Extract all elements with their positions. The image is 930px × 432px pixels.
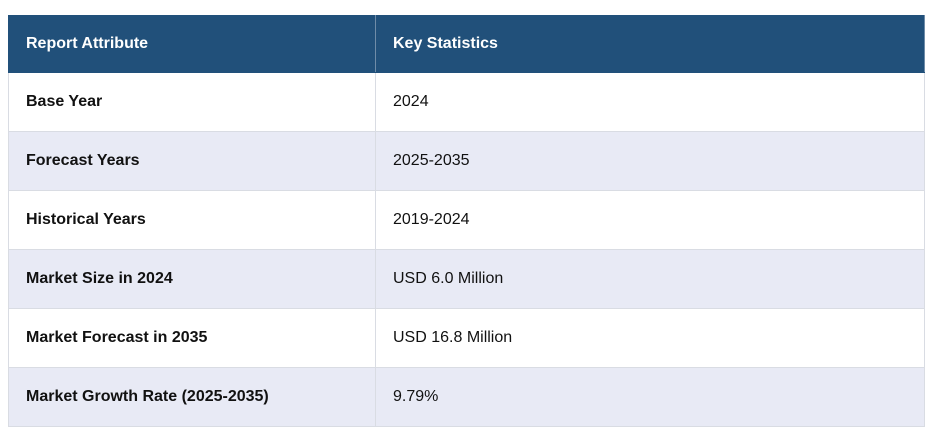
table-row: Market Forecast in 2035 USD 16.8 Million xyxy=(8,308,925,368)
table-row: Forecast Years 2025-2035 xyxy=(8,131,925,191)
value-cell: USD 6.0 Million xyxy=(375,249,925,309)
report-table: Report Attribute Key Statistics Base Year… xyxy=(8,15,925,427)
value-cell: 2019-2024 xyxy=(375,190,925,250)
table-row: Market Growth Rate (2025-2035) 9.79% xyxy=(8,367,925,427)
attribute-cell: Base Year xyxy=(8,72,376,132)
header-cell: Report Attribute xyxy=(8,15,376,73)
value-cell: 2024 xyxy=(375,72,925,132)
value-cell: USD 16.8 Million xyxy=(375,308,925,368)
table-row: Historical Years 2019-2024 xyxy=(8,190,925,250)
attribute-cell: Market Forecast in 2035 xyxy=(8,308,376,368)
header-cell: Key Statistics xyxy=(375,15,925,73)
header-row: Report Attribute Key Statistics xyxy=(8,15,925,73)
table-body: Base Year 2024 Forecast Years 2025-2035 Hist… xyxy=(8,72,925,427)
attribute-cell: Forecast Years xyxy=(8,131,376,191)
value-cell: 9.79% xyxy=(375,367,925,427)
table-container: Report Attribute Key Statistics Base Year… xyxy=(8,15,925,427)
attribute-cell: Historical Years xyxy=(8,190,376,250)
table-header: Report Attribute Key Statistics xyxy=(8,15,925,73)
table-row: Base Year 2024 xyxy=(8,72,925,132)
attribute-cell: Market Growth Rate (2025-2035) xyxy=(8,367,376,427)
attribute-cell: Market Size in 2024 xyxy=(8,249,376,309)
table-row: Market Size in 2024 USD 6.0 Million xyxy=(8,249,925,309)
value-cell: 2025-2035 xyxy=(375,131,925,191)
